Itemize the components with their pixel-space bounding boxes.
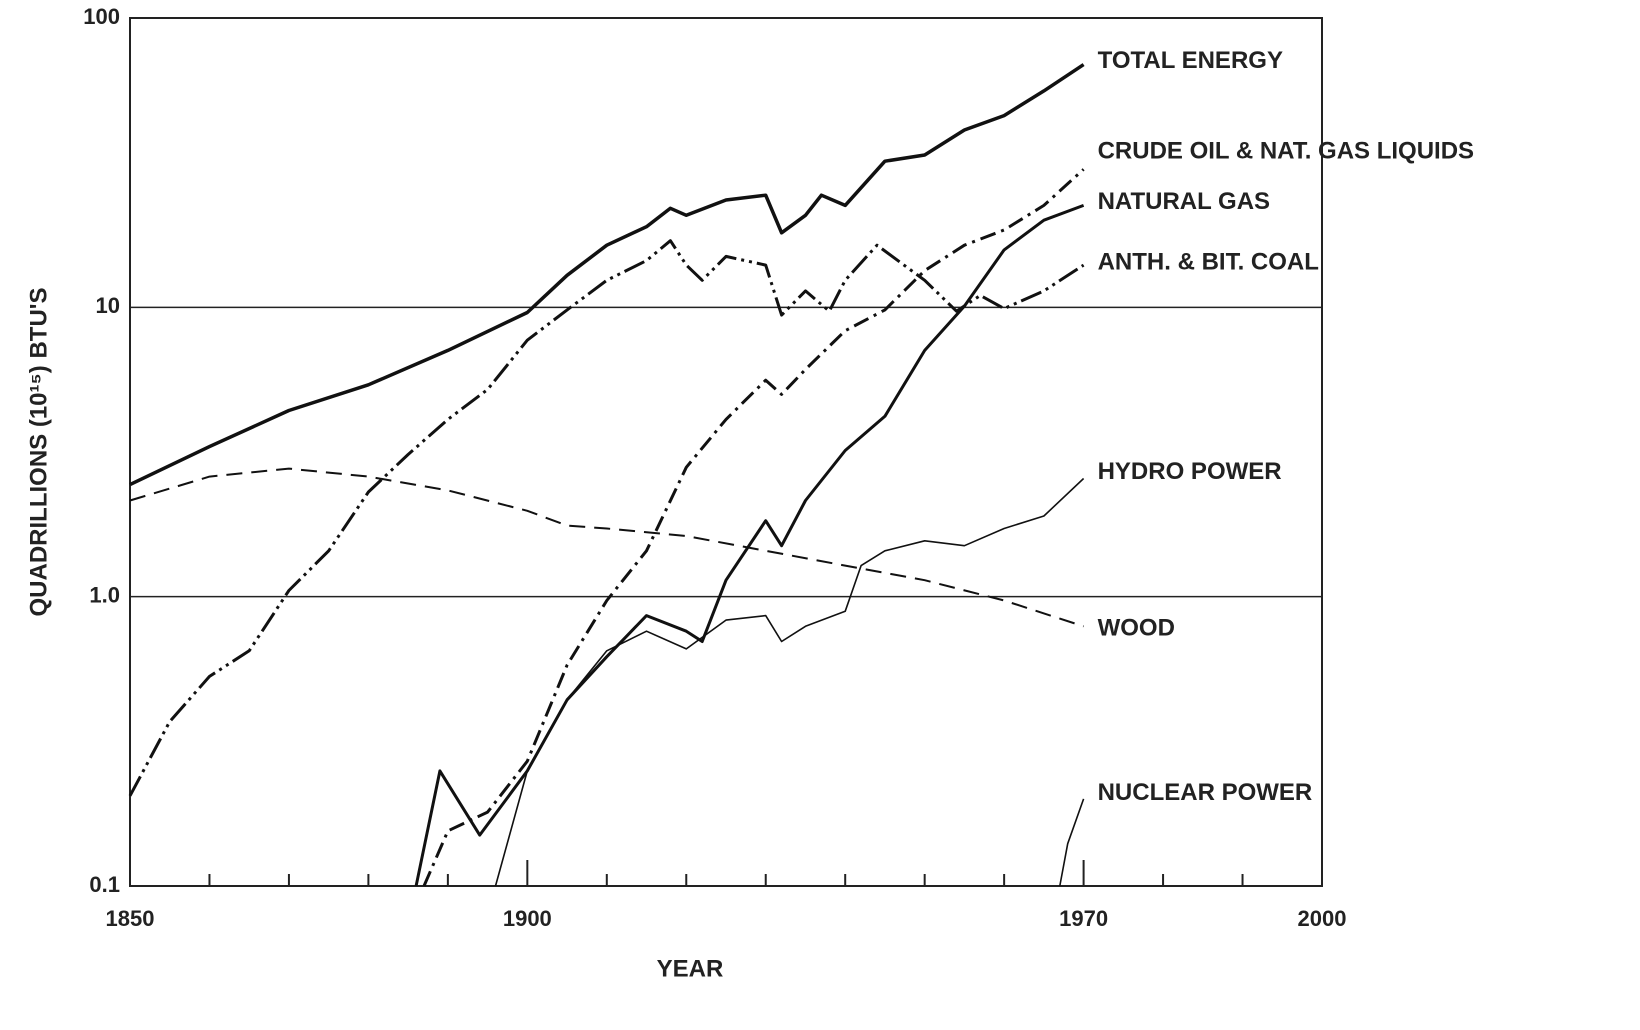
x-axis-label: YEAR [657, 955, 724, 982]
y-tick-label: 100 [83, 4, 120, 29]
y-tick-label: 1.0 [89, 582, 120, 607]
series-label: WOOD [1098, 615, 1175, 642]
series-line [129, 63, 1085, 487]
series-line [128, 239, 1085, 797]
x-tick-label: 2000 [1298, 906, 1347, 931]
y-axis-label: QUADRILLIONS (10¹⁵) BTU'S [25, 288, 52, 617]
y-tick-label: 10 [96, 293, 120, 318]
series-label: CRUDE OIL & NAT. GAS LIQUIDS [1098, 138, 1474, 165]
series-label: NUCLEAR POWER [1098, 779, 1313, 806]
x-tick-label: 1900 [503, 906, 552, 931]
series-label: ANTH. & BIT. COAL [1098, 248, 1319, 275]
x-tick-label: 1970 [1059, 906, 1108, 931]
series-line [422, 168, 1085, 887]
x-tick-label: 1850 [106, 906, 155, 931]
series-label: HYDRO POWER [1098, 458, 1282, 485]
series-label: NATURAL GAS [1098, 188, 1270, 215]
series-line [494, 477, 1085, 887]
series-line [129, 467, 1084, 628]
series-line [1059, 798, 1085, 887]
y-tick-label: 0.1 [89, 872, 120, 897]
series-label: TOTAL ENERGY [1098, 47, 1283, 74]
